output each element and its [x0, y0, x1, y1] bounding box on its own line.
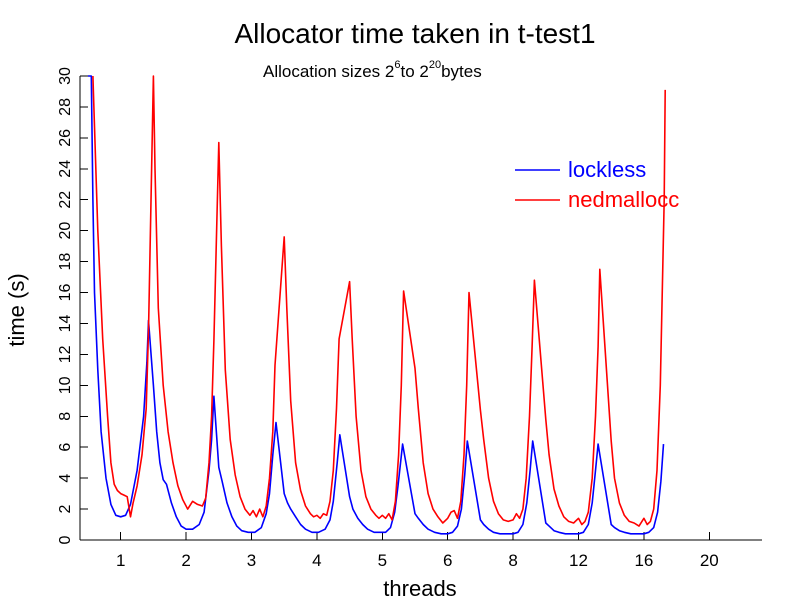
subtitle-middle: to 2 [400, 62, 428, 81]
y-tick-label: 14 [57, 314, 74, 332]
x-ticks: 1 2 3 4 5 6 8 12 16 20 [116, 532, 719, 570]
subtitle-exp2: 20 [429, 59, 441, 71]
y-tick-label: 28 [57, 98, 74, 116]
x-tick-label: 16 [634, 551, 653, 570]
chart-title: Allocator time taken in t-test1 [234, 18, 595, 49]
y-tick-label: 16 [57, 284, 74, 302]
y-tick-label: 20 [57, 222, 74, 240]
y-tick-label: 22 [57, 191, 74, 209]
subtitle-prefix: Allocation sizes 2 [263, 62, 394, 81]
x-tick-label: 12 [569, 551, 588, 570]
y-tick-label: 30 [57, 67, 74, 85]
x-axis-label: threads [383, 576, 456, 600]
y-tick-label: 12 [57, 345, 74, 363]
series-line-nedmallocc [92, 75, 666, 527]
legend-label-nedmallocc: nedmallocc [568, 187, 679, 212]
x-tick-label: 2 [181, 551, 190, 570]
x-tick-label: 8 [508, 551, 517, 570]
chart-subtitle: Allocation sizes 26to 220bytes [263, 59, 482, 81]
y-tick-label: 18 [57, 253, 74, 271]
y-tick-label: 26 [57, 129, 74, 147]
y-tick-label: 4 [57, 474, 74, 483]
y-tick-label: 2 [57, 505, 74, 514]
y-tick-label: 10 [57, 376, 74, 394]
y-tick-label: 6 [57, 443, 74, 452]
series-line-lockless [88, 75, 665, 535]
x-tick-label: 20 [700, 551, 719, 570]
y-axis-label: time (s) [4, 273, 29, 346]
subtitle-exp1: 6 [394, 59, 400, 71]
y-tick-label: 24 [57, 160, 74, 178]
x-tick-label: 3 [247, 551, 256, 570]
x-tick-label: 5 [378, 551, 387, 570]
y-tick-label: 0 [57, 535, 74, 544]
x-tick-label: 6 [443, 551, 452, 570]
x-tick-label: 1 [116, 551, 125, 570]
x-tick-label: 4 [312, 551, 321, 570]
subtitle-suffix: bytes [441, 62, 482, 81]
legend-label-lockless: lockless [568, 157, 646, 182]
series-lines [88, 75, 666, 535]
y-tick-label: 8 [57, 412, 74, 421]
legend: lockless nedmallocc [515, 157, 679, 212]
